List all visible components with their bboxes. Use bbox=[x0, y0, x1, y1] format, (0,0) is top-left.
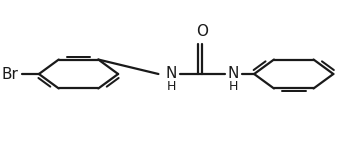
Text: N: N bbox=[228, 66, 239, 81]
Text: N: N bbox=[166, 66, 177, 81]
Text: O: O bbox=[197, 24, 209, 39]
Text: H: H bbox=[229, 80, 238, 93]
Text: Br: Br bbox=[1, 66, 18, 82]
Text: H: H bbox=[167, 80, 176, 93]
